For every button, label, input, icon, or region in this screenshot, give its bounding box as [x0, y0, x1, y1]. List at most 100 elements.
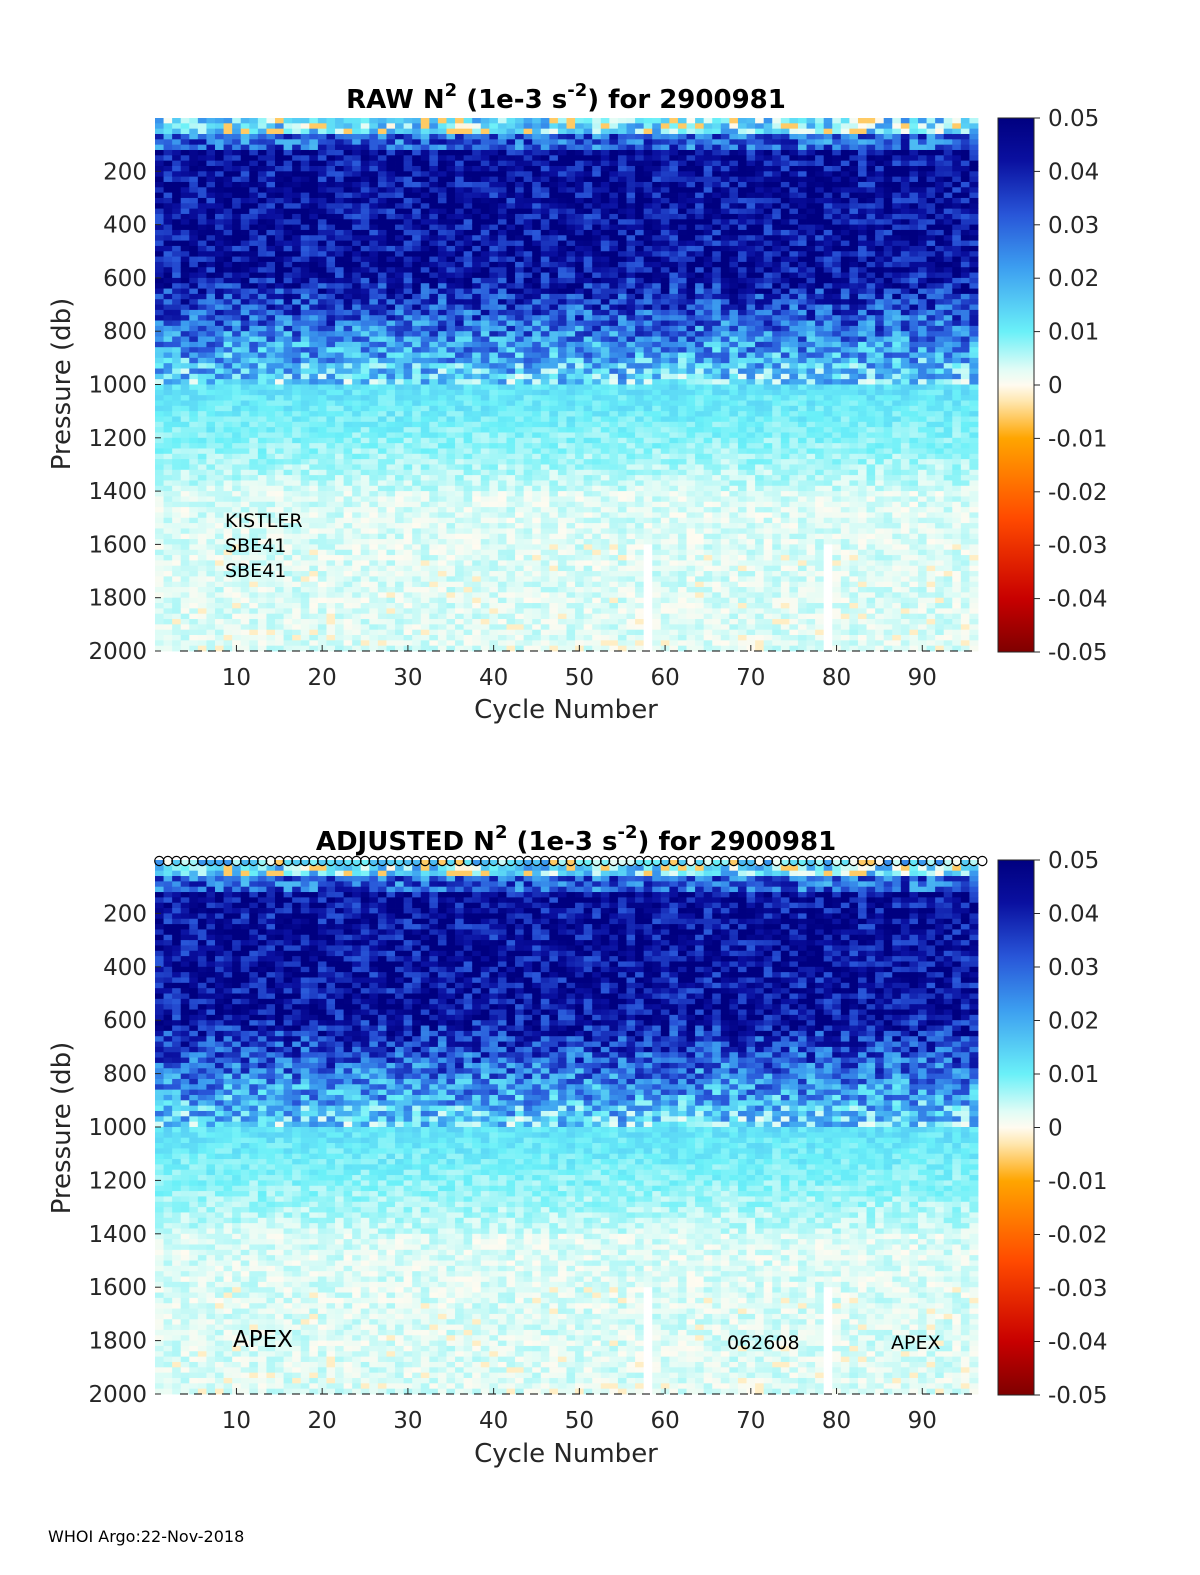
heatmap-cell: [455, 331, 465, 337]
heatmap-cell: [215, 480, 224, 487]
heatmap-cell: [480, 469, 490, 476]
heatmap-cell: [437, 277, 447, 284]
heatmap-cell: [575, 453, 585, 460]
heatmap-cell: [249, 213, 259, 220]
heatmap-cell: [215, 149, 224, 156]
heatmap-cell: [360, 325, 370, 332]
heatmap-cell: [197, 187, 207, 194]
heatmap-cell: [472, 405, 482, 412]
heatmap-cell: [343, 443, 353, 449]
heatmap-cell: [309, 373, 319, 380]
heatmap-cell: [377, 565, 387, 572]
heatmap-cell: [155, 363, 164, 369]
heatmap-cell: [403, 160, 413, 167]
heatmap-cell: [515, 251, 525, 257]
heatmap-cell: [335, 123, 344, 130]
heatmap-cell: [497, 491, 507, 497]
heatmap-cell: [369, 245, 379, 252]
heatmap-cell: [180, 421, 190, 428]
heatmap-cell: [197, 645, 207, 652]
heatmap-cell: [300, 197, 310, 204]
heatmap-cell: [403, 192, 413, 199]
heatmap-cell: [317, 357, 327, 364]
heatmap-cell: [412, 395, 422, 401]
heatmap-cell: [523, 368, 533, 375]
heatmap-cell: [557, 379, 567, 385]
heatmap-cell: [420, 507, 430, 513]
heatmap-cell: [189, 496, 199, 503]
heatmap-cell: [352, 432, 362, 439]
heatmap-cell: [215, 229, 224, 236]
heatmap-cell: [412, 118, 422, 124]
heatmap-cell: [429, 384, 439, 391]
heatmap-cell: [223, 208, 233, 215]
heatmap-cell: [515, 587, 525, 593]
heatmap-cell: [515, 395, 525, 401]
heatmap-cell: [480, 357, 490, 364]
heatmap-cell: [309, 608, 319, 615]
heatmap-cell: [515, 133, 525, 140]
heatmap-cell: [257, 485, 267, 492]
heatmap-cell: [352, 443, 362, 449]
heatmap-cell: [377, 203, 387, 210]
heatmap-cell: [437, 187, 447, 194]
heatmap-cell: [412, 587, 422, 593]
heatmap-cell: [463, 352, 473, 359]
heatmap-cell: [240, 416, 250, 423]
heatmap-cell: [326, 123, 336, 130]
heatmap-cell: [215, 400, 224, 407]
heatmap-cell: [180, 293, 190, 300]
heatmap-cell: [300, 379, 310, 385]
heatmap-cell: [180, 624, 190, 631]
heatmap-cell: [480, 555, 490, 561]
heatmap-cell: [566, 181, 576, 188]
heatmap-cell: [215, 224, 224, 231]
heatmap-cell: [300, 427, 310, 433]
heatmap-cell: [197, 288, 207, 295]
heatmap-cell: [472, 368, 482, 375]
heatmap-cell: [215, 128, 224, 135]
heatmap-cell: [335, 139, 344, 146]
heatmap-cell: [189, 336, 199, 343]
heatmap-cell: [249, 448, 259, 455]
heatmap-cell: [369, 485, 379, 492]
heatmap-cell: [223, 304, 233, 311]
heatmap-cell: [437, 144, 447, 151]
heatmap-cell: [412, 523, 422, 529]
heatmap-cell: [497, 363, 507, 369]
heatmap-cell: [557, 165, 567, 172]
heatmap-cell: [515, 363, 525, 369]
heatmap-cell: [180, 507, 190, 513]
heatmap-cell: [283, 331, 293, 337]
heatmap-cell: [360, 565, 370, 572]
heatmap-cell: [532, 501, 542, 508]
heatmap-cell: [472, 571, 482, 577]
heatmap-cell: [292, 277, 302, 284]
heatmap-cell: [240, 512, 250, 519]
heatmap-cell: [197, 624, 207, 631]
heatmap-cell: [369, 443, 379, 449]
heatmap-cell: [557, 576, 567, 583]
heatmap-cell: [309, 459, 319, 465]
heatmap-cell: [343, 171, 353, 178]
heatmap-cell: [489, 443, 499, 449]
heatmap-cell: [155, 352, 164, 359]
heatmap-cell: [292, 501, 302, 508]
heatmap-cell: [369, 331, 379, 337]
heatmap-cell: [472, 480, 482, 487]
heatmap-cell: [472, 443, 482, 449]
heatmap-cell: [232, 171, 242, 178]
heatmap-cell: [155, 187, 164, 194]
heatmap-cell: [446, 480, 456, 487]
heatmap-cell: [515, 405, 525, 412]
heatmap-cell: [532, 645, 542, 652]
heatmap-cell: [206, 293, 216, 300]
heatmap-cell: [223, 171, 233, 178]
heatmap-cell: [437, 571, 447, 577]
heatmap-cell: [155, 139, 164, 146]
heatmap-cell: [292, 427, 302, 433]
heatmap-cell: [549, 565, 559, 572]
heatmap-cell: [266, 507, 276, 513]
heatmap-cell: [377, 293, 387, 300]
heatmap-cell: [437, 118, 447, 124]
